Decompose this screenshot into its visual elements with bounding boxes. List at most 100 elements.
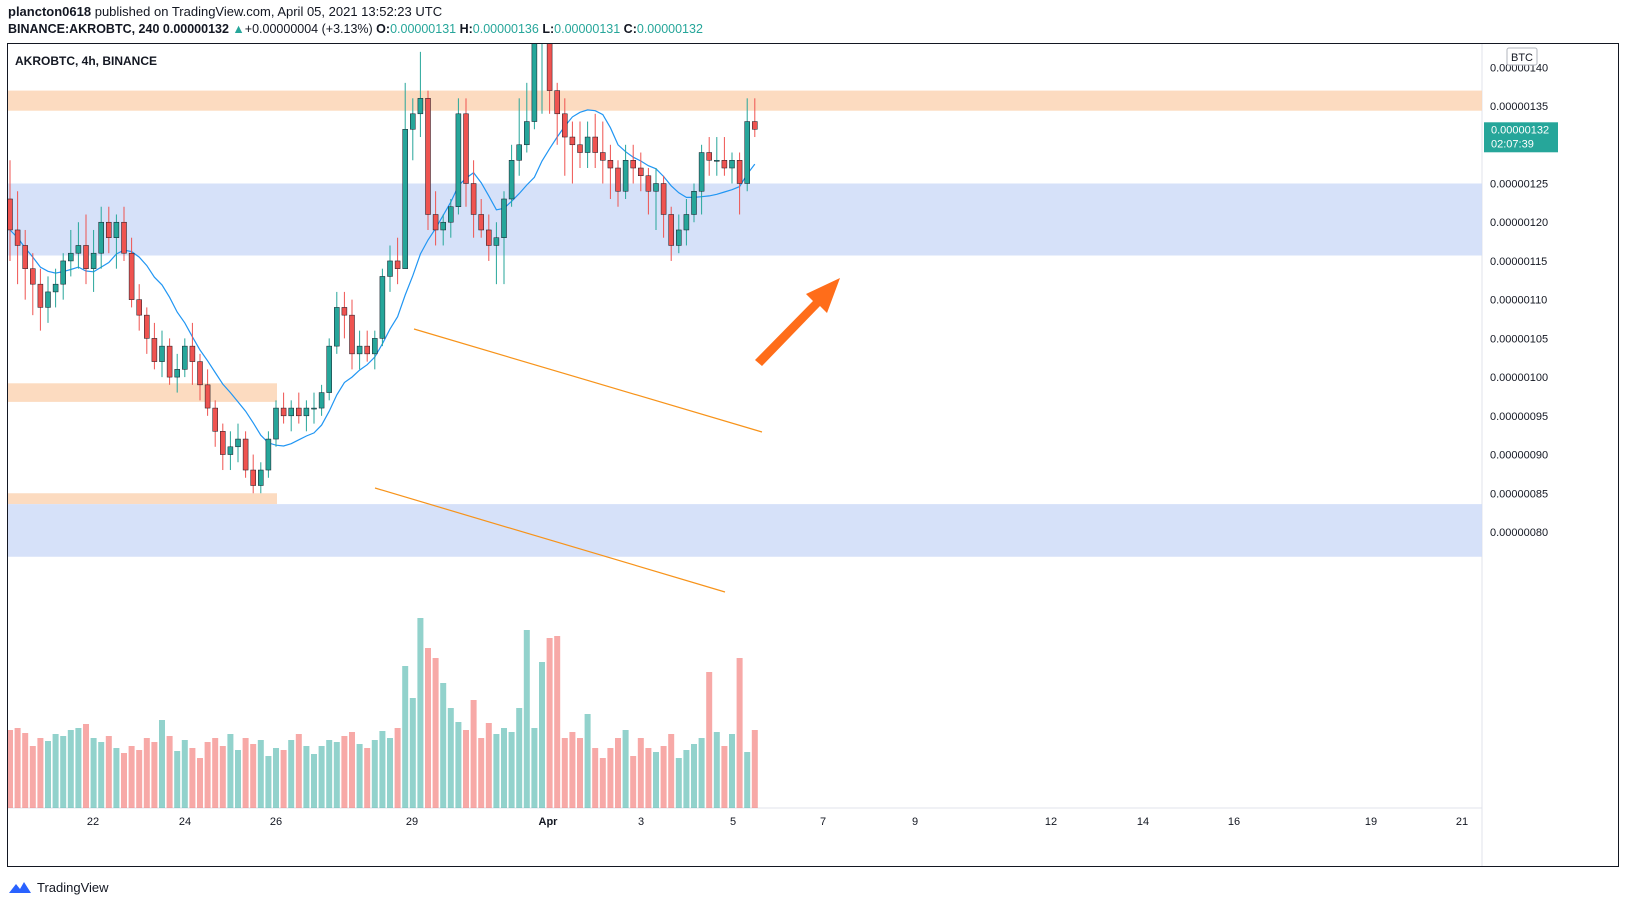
time-tick-label: 7 [820,816,826,828]
price-tick-label: 0.00000105 [1490,333,1548,345]
time-tick-label: 21 [1456,816,1468,828]
candle-body [280,407,287,417]
volume-bar [660,746,667,808]
volume-bar [37,738,44,808]
candle-body [440,221,446,231]
candle-body [349,314,355,355]
price-tick-label: 0.00000115 [1490,256,1547,268]
volume-bar [136,750,143,808]
volume-bar [463,730,469,808]
candle-body [698,152,705,192]
close-label: C: [623,22,637,36]
volume-bar [561,738,568,808]
volume-bar [744,752,751,808]
volume-bar [90,738,97,808]
candle-body [189,345,196,362]
close-value: 0.00000132 [636,22,703,36]
candle-body [182,345,188,370]
price-tick-label: 0.00000120 [1490,217,1548,229]
candle-body [121,221,127,254]
candle-body [729,160,735,169]
candle-body [714,160,720,162]
candle-body [258,469,264,486]
volume-bar [52,734,59,808]
candle-body [630,160,636,169]
volume-bar [159,720,165,808]
price-tick-label: 0.00000125 [1490,179,1548,191]
volume-bar [523,630,530,808]
volume-bar [501,728,507,808]
candle-body [638,167,644,177]
volume-bar [113,748,120,808]
volume-bar [478,738,485,808]
candle-body [554,90,560,115]
candle-body [569,136,576,146]
price-chart[interactable]: 0.000001400.000001350.000001300.00000125… [7,43,1619,867]
price-tick-label: 0.00000095 [1490,411,1548,423]
candle-body [372,338,378,355]
candle-body [752,121,758,130]
candle-body [273,407,279,440]
volume-bar [83,724,89,808]
volume-bar [751,730,758,808]
open-value: 0.00000131 [390,22,457,36]
candle-body [607,160,614,169]
candle-body [691,190,697,215]
symbol-label: BINANCE:AKROBTC, 240 [8,22,160,36]
candle-body [706,152,712,161]
volume-bar [607,748,614,808]
candle-body [744,121,750,184]
volume-bar [584,714,591,808]
volume-bar [326,740,333,808]
volume-bar [227,734,234,808]
candle-body [311,407,317,410]
candle-body [75,245,82,254]
candle-body [493,237,500,246]
price-tick-label: 0.00000100 [1490,372,1548,384]
candle-body [410,113,416,130]
volume-bar [181,740,188,808]
price-tick-label: 0.00000110 [1490,295,1547,307]
volume-bar [493,734,500,808]
candle-body [288,407,294,417]
volume-bar [508,732,515,808]
candle-body [68,252,74,262]
volume-bar [250,744,257,808]
volume-bar [7,730,13,808]
candle-body [394,260,401,269]
chart-frame [7,43,1619,867]
publisher-name[interactable]: plancton0618 [8,4,92,19]
candle-body [227,446,234,455]
time-tick-label: 29 [406,816,418,828]
volume-bar [417,618,424,808]
candle-body [432,214,439,231]
volume-bar [683,750,690,808]
candle-body [136,299,142,316]
volume-bar [721,746,728,808]
volume-bar [645,748,652,808]
zone-support [7,493,277,505]
volume-bar [409,698,416,808]
candle-body [220,431,226,455]
volume-bar [341,736,348,808]
footer-brand[interactable]: TradingView [7,879,109,895]
volume-bar [539,662,545,808]
time-tick-label: 16 [1228,816,1240,828]
candle-body [22,245,28,269]
candle-body [531,43,538,122]
volume-bar [265,756,272,808]
time-tick-label: 12 [1045,816,1057,828]
change-value: +0.00000004 (+3.13%) [244,22,373,36]
volume-bar [577,738,583,808]
last-price: 0.00000132 [162,22,229,36]
candle-body [265,438,272,471]
volume-bar [242,738,249,808]
candle-body [106,221,112,238]
breakout-arrow-icon [755,278,840,366]
volume-bar [219,746,226,808]
candle-body [334,307,340,347]
volume-bar [273,748,279,808]
candle-body [645,175,652,192]
volume-bar [592,748,599,808]
candle-body [425,98,431,215]
